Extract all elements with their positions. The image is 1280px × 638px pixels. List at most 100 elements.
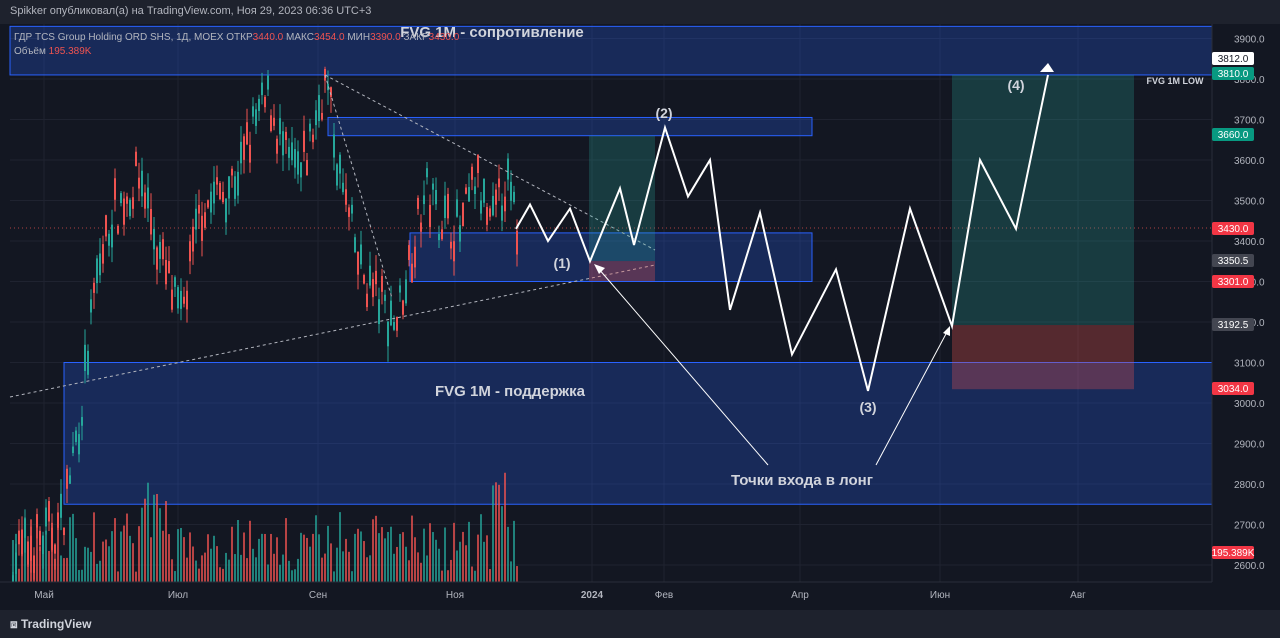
price-label-bg — [1212, 254, 1254, 267]
volume-bar — [456, 550, 458, 582]
volume-bar — [468, 521, 470, 582]
volume-bar — [255, 557, 257, 582]
candle-body — [42, 535, 44, 555]
volume-bar — [87, 547, 89, 582]
candle-body — [288, 146, 290, 158]
volume-bar — [150, 537, 152, 582]
candle-body — [213, 181, 215, 204]
wave-label-3: (3) — [859, 399, 876, 415]
candle-body — [150, 209, 152, 235]
volume-bar — [429, 523, 431, 582]
candle-body — [180, 290, 182, 309]
candle-body — [99, 253, 101, 276]
price-label-text: 3301.0 — [1218, 277, 1249, 288]
volume-bar — [423, 528, 425, 582]
candle-body — [402, 300, 404, 315]
volume-bar — [309, 546, 311, 582]
fvg-zone — [327, 116, 813, 137]
volume-bar — [231, 526, 233, 582]
candle-body — [186, 290, 188, 310]
candle-body — [72, 446, 74, 454]
volume-bar — [210, 548, 212, 582]
volume-bar — [495, 482, 497, 582]
price-tick: 3400.0 — [1234, 237, 1265, 248]
candle-body — [33, 555, 35, 573]
volume-bar — [138, 526, 140, 582]
candle-body — [408, 245, 410, 261]
volume-bar — [159, 508, 161, 582]
candlesticks — [12, 66, 518, 599]
price-label: 3810.0 — [1212, 67, 1254, 80]
close-value: 3430.0 — [428, 32, 460, 43]
candle-body — [306, 159, 308, 176]
candle-body — [447, 193, 449, 219]
volume-bar — [471, 566, 473, 582]
candle-body — [393, 322, 395, 330]
candle-body — [486, 206, 488, 225]
candle-body — [27, 541, 29, 565]
volume-bar — [387, 531, 389, 582]
volume-bar — [237, 519, 239, 582]
volume-bar — [27, 554, 29, 582]
candle-body — [375, 270, 377, 285]
candle-body — [474, 186, 476, 194]
candle-body — [324, 69, 326, 81]
volume-bar — [426, 555, 428, 582]
candle-body — [354, 237, 356, 253]
entry-arrow-1 — [597, 267, 769, 466]
volume-bar — [492, 485, 494, 582]
volume-bar — [273, 553, 275, 582]
volume-bar — [57, 516, 59, 582]
candle-body — [441, 229, 443, 240]
volume-bar — [339, 512, 341, 582]
volume-bar — [513, 520, 515, 582]
candle-body — [264, 96, 266, 108]
price-label-text: 3192.5 — [1218, 320, 1249, 331]
volume-bar — [222, 568, 224, 582]
high-label: МАКС — [286, 32, 314, 43]
volume-bar — [441, 570, 443, 582]
candle-body — [351, 204, 353, 214]
volume-bar — [489, 569, 491, 582]
candle-body — [444, 195, 446, 219]
candle-body — [492, 195, 494, 216]
candle-body — [123, 198, 125, 225]
candle-body — [339, 154, 341, 174]
time-tick: Май — [34, 590, 54, 601]
volume-bar — [156, 493, 158, 582]
volume-bar — [396, 546, 398, 582]
volume-bar — [102, 541, 104, 582]
candle-body — [369, 265, 371, 286]
price-tick: 2600.0 — [1234, 561, 1265, 572]
price-label-text: 3350.5 — [1218, 256, 1249, 267]
candle-body — [501, 205, 503, 221]
candle-body — [36, 514, 38, 528]
volume-bar — [378, 533, 380, 582]
volume-bar — [213, 535, 215, 582]
candle-body — [276, 138, 278, 154]
candle-body — [63, 527, 65, 536]
tradingview-logo[interactable]: ⧈ TradingView — [10, 617, 91, 632]
volume-bar — [447, 570, 449, 582]
volume-bar — [189, 532, 191, 582]
footer-bar: ⧈ TradingView — [0, 610, 1280, 638]
volume-bar — [60, 555, 62, 582]
volume-bar — [348, 551, 350, 582]
price-label: 3812.0 — [1212, 52, 1254, 65]
volume-bar — [498, 484, 500, 582]
candle-body — [384, 294, 386, 301]
volume-bar — [120, 531, 122, 582]
volume-label: Объём — [14, 46, 46, 57]
volume-bar — [48, 550, 50, 582]
candle-body — [141, 170, 143, 197]
volume-bar — [357, 528, 359, 582]
candle-body — [381, 276, 383, 292]
entry-points-label: Точки входа в лонг — [731, 472, 873, 489]
candle-body — [225, 198, 227, 223]
volume-bar — [36, 516, 38, 582]
volume-bar — [360, 531, 362, 582]
candle-body — [333, 134, 335, 158]
fvg-zone — [9, 25, 1213, 76]
volume-bar — [78, 570, 80, 582]
